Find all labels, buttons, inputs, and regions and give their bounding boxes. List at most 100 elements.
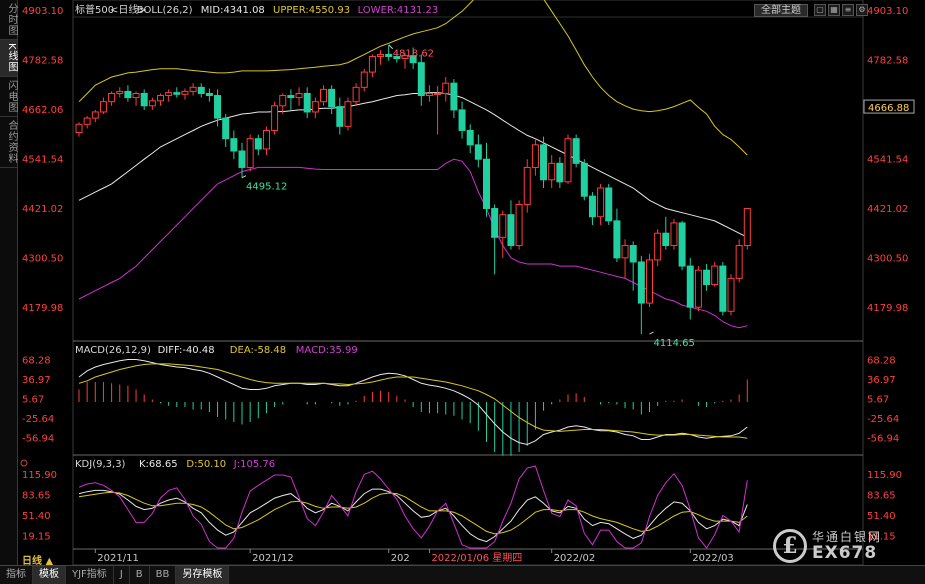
annotation-label: 4114.65 — [654, 338, 695, 349]
candle-body — [230, 138, 238, 152]
left-tick-label: 4782.58 — [22, 56, 63, 67]
boll-upper-line — [78, 0, 748, 156]
candle-body — [515, 203, 523, 247]
candle-body — [287, 95, 295, 99]
settings-icon[interactable]: ⚙ — [856, 4, 868, 16]
kdj-k-line — [78, 488, 748, 543]
candle-body — [540, 144, 548, 181]
candle-body — [254, 138, 262, 150]
candle-body — [181, 90, 189, 95]
watermark-text-brand: EX678 — [812, 542, 878, 563]
candle-body — [531, 144, 539, 168]
candle-body — [157, 95, 164, 102]
date-axis: 2021/11 2021/12 202 2022/01/06 星期四 2022/02 20… — [94, 549, 734, 564]
candle-body — [694, 269, 702, 308]
date-label: 202 — [391, 553, 410, 564]
candle-body — [442, 82, 450, 94]
candle-body — [173, 92, 181, 95]
right-tick-label: 4421.02 — [867, 204, 908, 215]
candle-body — [303, 92, 311, 113]
macd-legend-macd: MACD:35.99 — [296, 345, 358, 356]
macd-left-tick: 36.97 — [22, 375, 51, 386]
date-label: 2021/12 — [252, 553, 294, 564]
watermark: £ 华通白银网 EX678 — [773, 527, 918, 565]
kdj-legend-k: K:68.65 — [139, 459, 178, 470]
candle-body — [368, 55, 376, 73]
macd-right-tick: 5.67 — [867, 394, 889, 405]
annotation-pointer — [388, 44, 394, 50]
candle-body — [629, 245, 637, 263]
date-label: 2022/02 — [554, 553, 596, 564]
macd-right-tick: -25.64 — [867, 414, 899, 425]
right-tick-label: 4300.50 — [867, 254, 908, 265]
candle-body — [91, 111, 99, 119]
candle-body — [556, 162, 564, 183]
candle-body — [499, 214, 507, 238]
candle-body — [262, 129, 270, 150]
price-annotations: 4818.62 4495.12 4114.65 — [241, 44, 695, 349]
left-tick-label: 4541.54 — [22, 155, 63, 166]
bottom-tab-1[interactable]: 模板 — [33, 566, 66, 584]
candle-body — [719, 265, 727, 312]
candle-body — [564, 138, 572, 183]
macd-diff-line — [78, 359, 748, 446]
bottom-tab-5[interactable]: BB — [150, 566, 177, 584]
boll-mid-line — [78, 92, 748, 238]
candle-body — [409, 55, 417, 64]
candle-body — [279, 95, 287, 107]
candle-body — [703, 269, 711, 286]
candle-body — [466, 129, 474, 146]
bottom-tab-4[interactable]: B — [130, 566, 150, 584]
window-icon[interactable]: ▢ — [814, 4, 826, 16]
sidebar-tab-3[interactable]: 合约资料 — [0, 117, 17, 168]
candle-body — [271, 105, 279, 131]
kdj-left-tick: 115.90 — [22, 470, 57, 481]
candle-body — [458, 109, 466, 131]
bottom-tab-0[interactable]: 指标 — [0, 566, 33, 584]
right-tick-label: 4541.54 — [867, 155, 908, 166]
candle-body — [654, 232, 662, 261]
kdj-right-tick: 19.15 — [867, 532, 896, 543]
candle-body — [417, 62, 425, 97]
legend-indicator: BOLL(26,2) — [137, 5, 193, 16]
kdj-left-tick: 19.15 — [22, 532, 51, 543]
macd-left-tick: -25.64 — [22, 414, 54, 425]
kdj-legend-j: J:105.76 — [233, 459, 275, 470]
kdj-legend-name: KDJ(9,3,3) — [75, 459, 126, 470]
candle-body — [597, 187, 605, 218]
candle-body — [588, 195, 596, 218]
period-selector[interactable]: 日线 ▲ — [22, 556, 54, 567]
sidebar-tab-2[interactable]: 闪电图 — [0, 77, 17, 117]
bottom-tab-3[interactable]: J — [114, 566, 130, 584]
candle-body — [670, 222, 678, 247]
candle-body — [311, 101, 319, 113]
sidebar-tab-1[interactable]: K线图 — [0, 40, 17, 77]
candle-body — [727, 277, 735, 312]
candlestick-chart[interactable]: 4818.62 4495.12 4114.65 4903.10 4903.10 4782… — [18, 0, 925, 565]
legend-symbol: 标普500 — [75, 3, 114, 16]
watermark-text-cn: 华通白银网 — [812, 529, 883, 544]
candle-body — [393, 55, 401, 60]
candle-body — [83, 117, 91, 125]
right-tick-label: 4903.10 — [867, 6, 908, 17]
candle-body — [385, 53, 393, 57]
theme-button[interactable]: 全部主题 — [754, 4, 808, 17]
grid-icon[interactable]: ▦ — [828, 4, 840, 16]
list-icon[interactable]: ≡ — [842, 4, 854, 16]
sidebar-tab-0[interactable]: 分时图 — [0, 0, 17, 40]
kdj-panel: 115.90 115.90 83.65 83.65 51.40 51.40 19.15 19.… — [20, 459, 902, 549]
candle-body — [646, 259, 653, 304]
bottom-tab-6[interactable]: 另存模板 — [176, 566, 230, 584]
candle-body — [352, 86, 360, 103]
bollinger-bands — [78, 0, 748, 329]
bottom-tab-2[interactable]: YJF指标 — [66, 566, 114, 584]
candle-body — [320, 88, 327, 103]
candle-body — [483, 158, 490, 210]
kdj-j-line — [78, 465, 748, 549]
candle-body — [205, 92, 213, 97]
candle-body — [197, 86, 205, 94]
candle-body — [401, 55, 409, 60]
candle-body — [507, 214, 515, 247]
candle-body — [377, 53, 385, 57]
candle-body — [613, 220, 621, 259]
